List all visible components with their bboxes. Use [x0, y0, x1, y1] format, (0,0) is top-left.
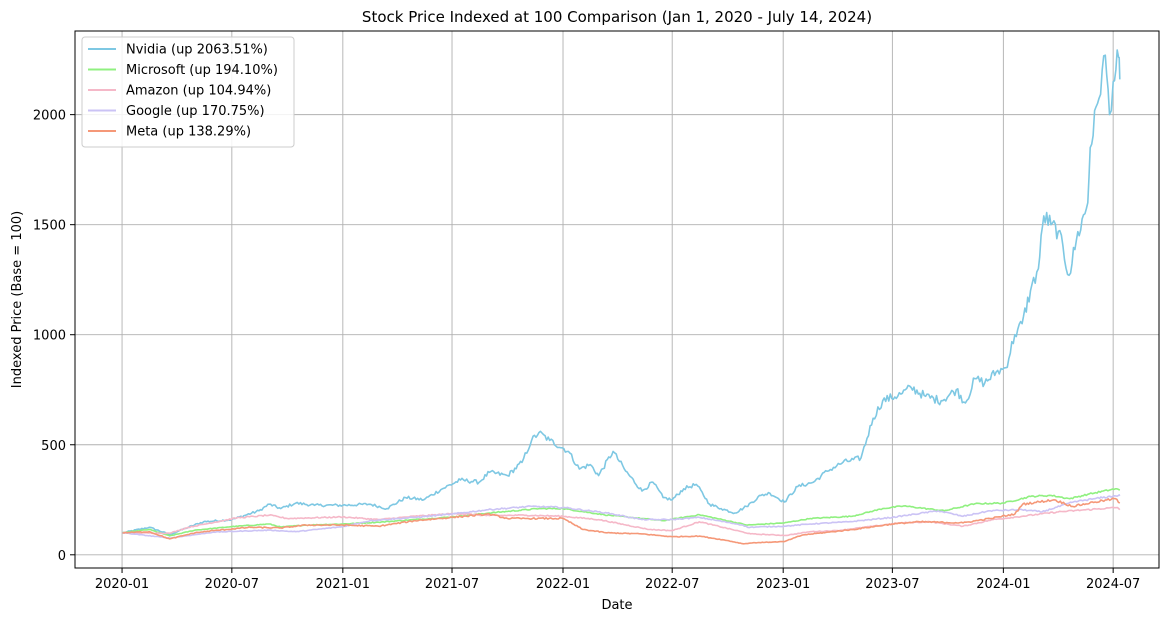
legend-label: Amazon (up 104.94%): [126, 84, 271, 99]
series-line-1: [122, 49, 1121, 536]
x-tick-label: 2024-07: [1086, 577, 1140, 592]
y-axis-title: Indexed Price (Base = 100): [10, 211, 25, 388]
legend-label: Google (up 170.75%): [126, 104, 265, 119]
chart-title: Stock Price Indexed at 100 Comparison (J…: [362, 8, 872, 26]
legend-label: Nvidia (up 2063.51%): [126, 43, 268, 58]
x-tick-label: 2023-01: [756, 577, 810, 592]
x-tick-label: 2023-07: [865, 577, 919, 592]
grid-lines: [75, 31, 1159, 568]
x-tick-label: 2022-07: [645, 577, 699, 592]
y-tick-label: 0: [58, 549, 66, 564]
x-axis-ticks: 2020-01 2020-07 2021-01 2021-07 2022-01 2022-…: [95, 568, 1140, 592]
legend: Nvidia (up 2063.51%) Microsoft (up 194.10…: [81, 36, 295, 148]
x-tick-label: 2022-01: [536, 577, 590, 592]
legend-box: [81, 36, 295, 148]
x-tick-label: 2021-01: [316, 577, 370, 592]
y-tick-label: 500: [41, 439, 66, 454]
series-line-3: [122, 506, 1121, 537]
x-tick-label: 2020-01: [95, 577, 149, 592]
x-tick-label: 2020-07: [205, 577, 259, 592]
plot-frame: [74, 30, 1160, 569]
legend-label: Meta (up 138.29%): [126, 125, 251, 140]
y-tick-label: 1000: [33, 329, 66, 344]
series-line-2: [122, 488, 1121, 537]
x-axis-title: Date: [601, 598, 632, 613]
x-tick-label: 2021-07: [425, 577, 479, 592]
legend-label: Microsoft (up 194.10%): [126, 63, 278, 78]
x-tick-label: 2024-01: [976, 577, 1030, 592]
series-line-5: [122, 497, 1121, 545]
series-lines: [122, 49, 1121, 545]
series-line-4: [122, 494, 1121, 539]
y-tick-label: 2000: [33, 109, 66, 124]
y-tick-label: 1500: [33, 219, 66, 234]
y-axis-ticks: 0 500 1000 1500 2000: [33, 109, 75, 564]
